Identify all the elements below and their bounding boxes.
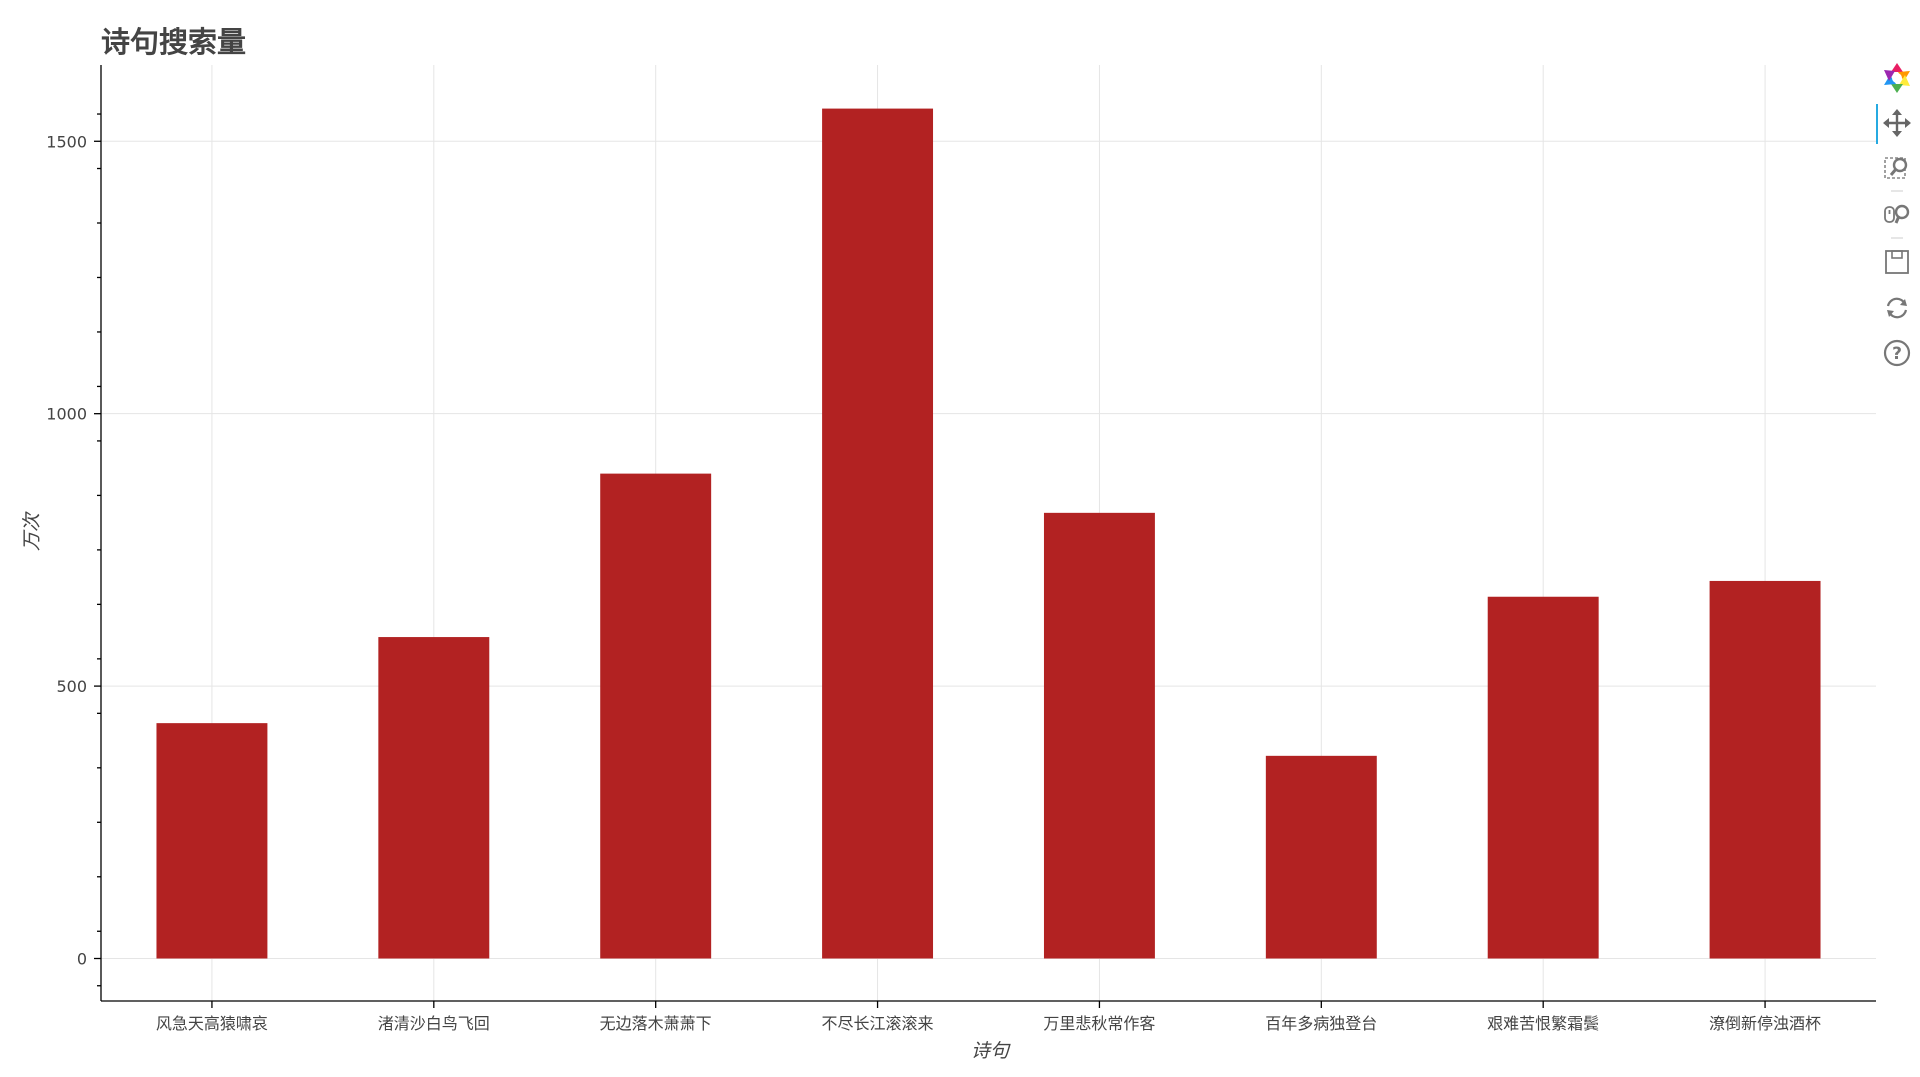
bar — [1265, 755, 1377, 959]
y-tick-label: 1000 — [46, 405, 87, 424]
reset-tool-icon[interactable] — [1886, 297, 1908, 319]
x-tick-label: 艰难苦恨繁霜鬓 — [1487, 1014, 1599, 1033]
y-axis-label: 万次 — [21, 511, 43, 551]
x-tick-label: 潦倒新停浊酒杯 — [1709, 1014, 1821, 1033]
bar — [822, 108, 934, 959]
x-axis-label: 诗句 — [971, 1040, 1011, 1062]
bokeh-logo-icon[interactable] — [1883, 63, 1911, 93]
svg-text:?: ? — [1892, 344, 1902, 364]
x-axis: 风急天高猿啸哀 渚清沙白鸟飞回 无边落木萧萧下 不尽长江滚滚来 万里悲秋常作客 百年多病独… — [156, 1001, 1821, 1033]
y-axis: 0 500 1000 1500 — [46, 113, 101, 987]
y-tick-label: 500 — [56, 677, 87, 696]
bar — [378, 637, 490, 959]
toolbar: ? — [1876, 63, 1911, 367]
x-tick-label: 万里悲秋常作客 — [1043, 1014, 1155, 1033]
x-tick-label: 百年多病独登台 — [1265, 1014, 1377, 1033]
chart-title: 诗句搜索量 — [101, 25, 246, 59]
bar — [600, 473, 712, 959]
grid-lines — [101, 65, 1876, 1001]
save-tool-icon[interactable] — [1885, 250, 1909, 274]
bar — [1709, 580, 1821, 959]
x-tick-label: 渚清沙白鸟飞回 — [378, 1014, 490, 1033]
y-tick-label: 1500 — [46, 132, 87, 151]
wheel-zoom-tool-icon[interactable] — [1884, 204, 1910, 224]
x-tick-label: 不尽长江滚滚来 — [822, 1014, 934, 1033]
bar — [156, 723, 268, 959]
help-tool-icon[interactable]: ? — [1883, 339, 1911, 367]
bars — [156, 108, 1821, 959]
box-zoom-tool-icon[interactable] — [1884, 157, 1908, 179]
bar — [1487, 596, 1599, 959]
pan-tool-icon[interactable] — [1883, 109, 1911, 137]
bar — [1043, 512, 1155, 959]
x-tick-label: 无边落木萧萧下 — [600, 1014, 712, 1033]
y-tick-label: 0 — [77, 950, 87, 969]
x-tick-label: 风急天高猿啸哀 — [156, 1014, 268, 1033]
